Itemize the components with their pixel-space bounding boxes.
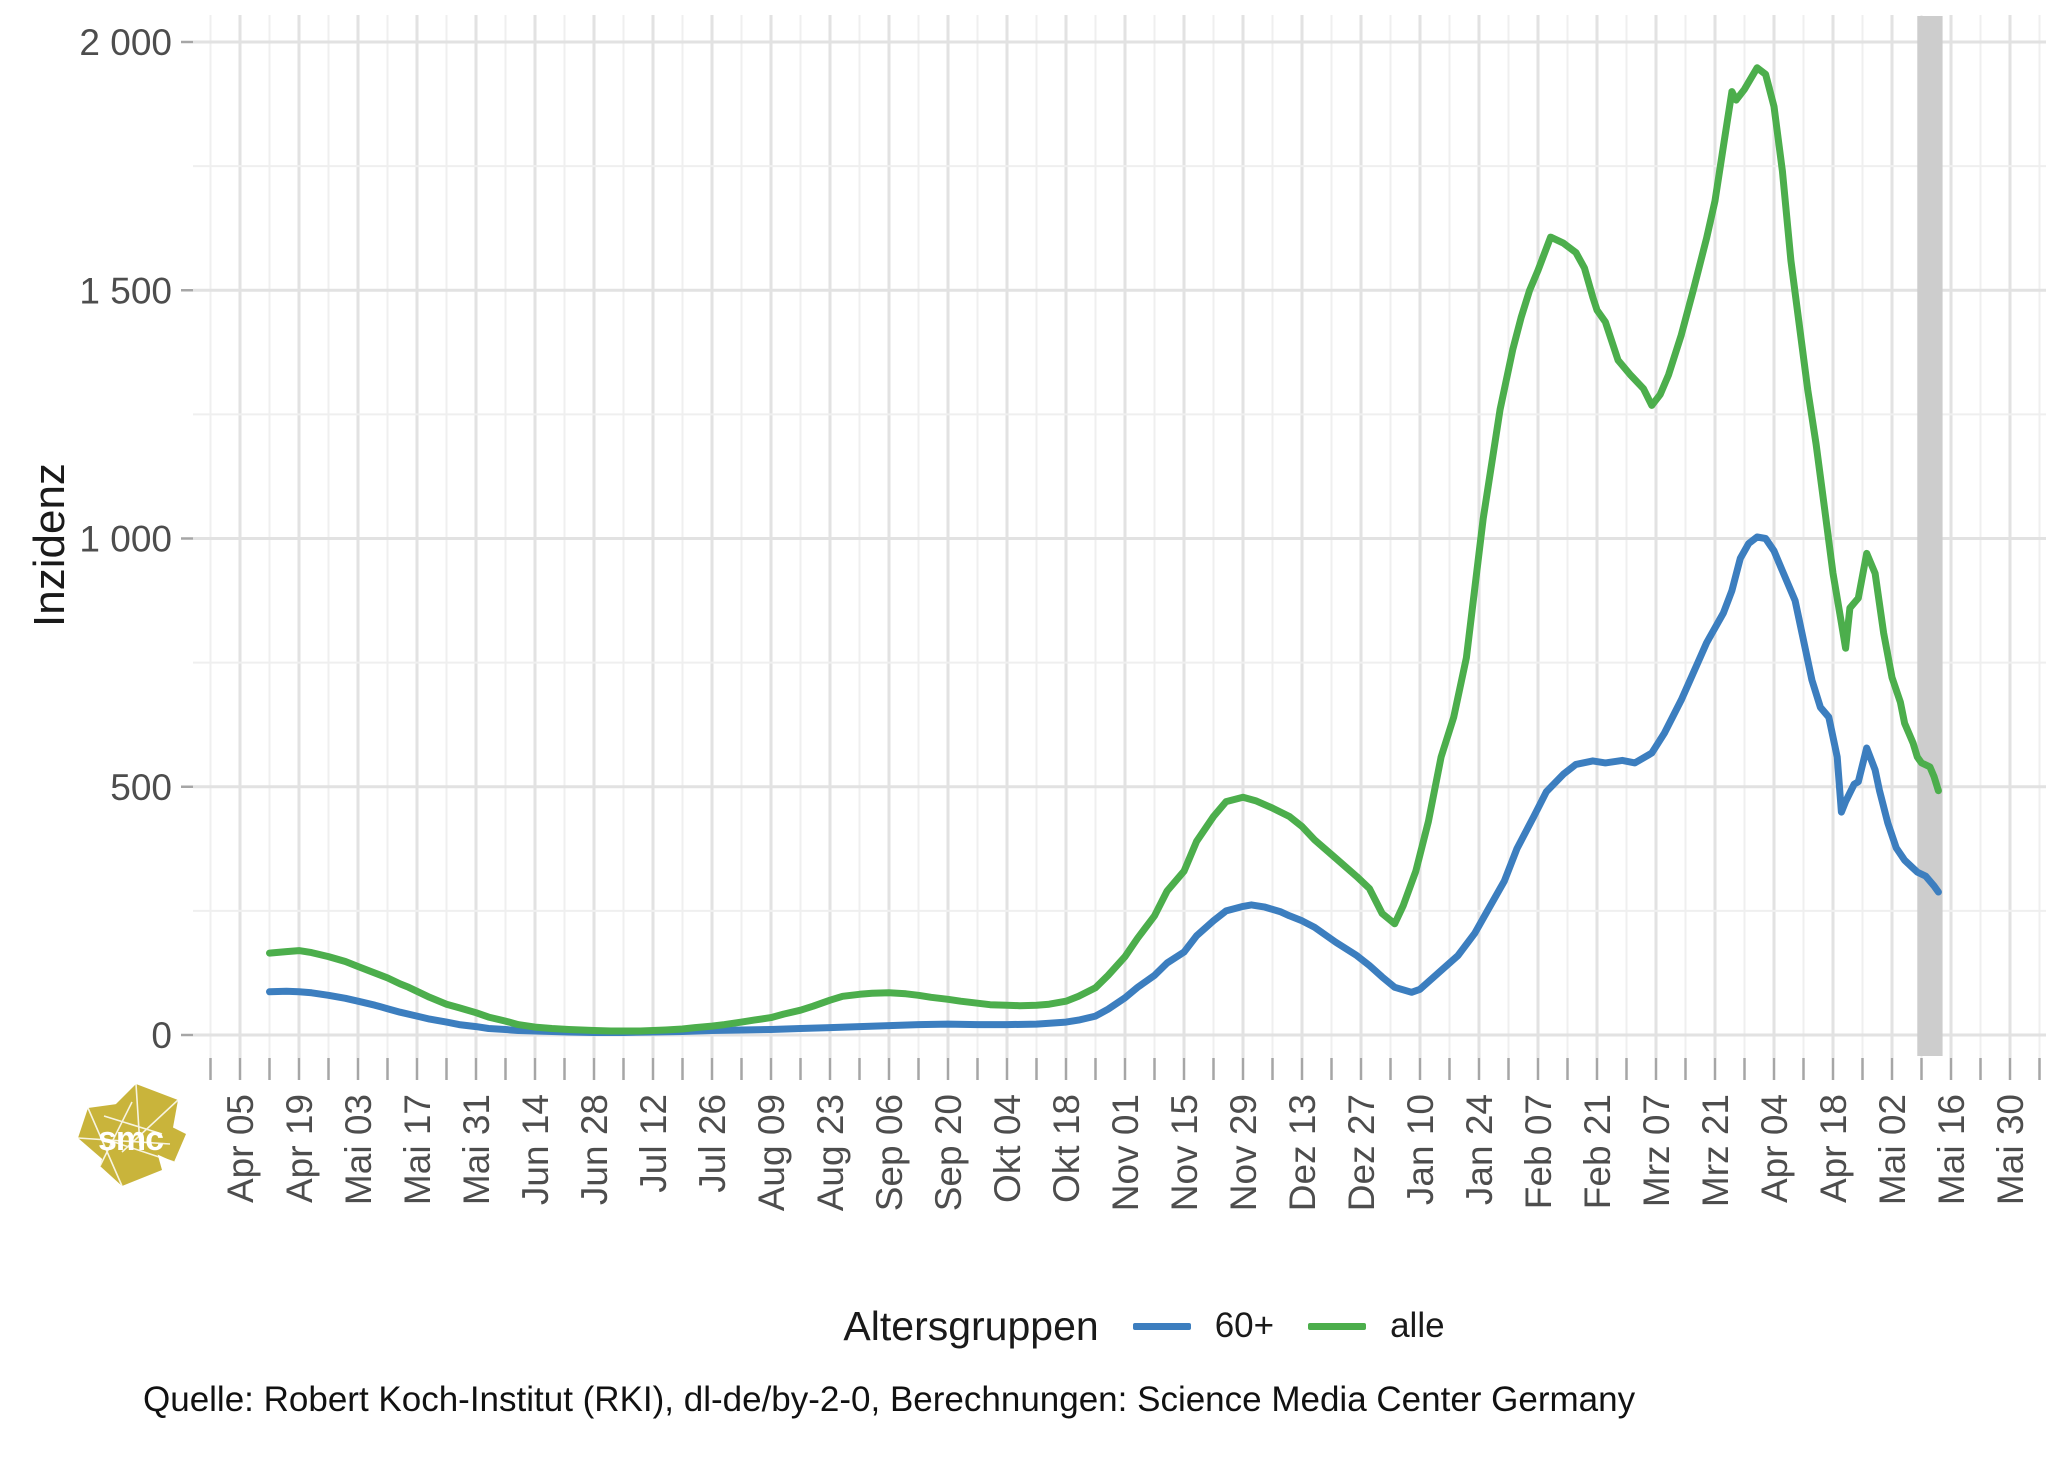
x-tick-label: Jul 12 (633, 1094, 674, 1193)
line-swatch-60plus-icon (1132, 1322, 1191, 1330)
x-tick-label: Jun 14 (515, 1094, 556, 1205)
x-tick-label: Apr 18 (1813, 1094, 1854, 1203)
x-tick-label: Jul 26 (692, 1094, 733, 1193)
legend-item-60plus: 60+ (1132, 1306, 1275, 1346)
x-tick-label: Nov 15 (1164, 1094, 1205, 1211)
x-tick-label: Mai 31 (456, 1094, 497, 1205)
x-tick-label: Nov 29 (1223, 1094, 1264, 1211)
y-axis-title: Inzidenz (25, 463, 74, 627)
x-tick-label: Nov 01 (1105, 1094, 1146, 1211)
x-tick-label: Aug 23 (810, 1094, 851, 1211)
x-tick-label: Dez 27 (1341, 1094, 1382, 1211)
x-tick-label: Sep 20 (928, 1094, 969, 1211)
y-tick-label: 1 500 (79, 270, 172, 311)
x-tick-label: Jun 28 (574, 1094, 615, 1205)
x-tick-label: Mrz 21 (1695, 1094, 1736, 1207)
legend-title: Altersgruppen (843, 1302, 1099, 1349)
x-tick-label: Mai 17 (397, 1094, 438, 1205)
svg-text:smc: smc (98, 1120, 163, 1158)
x-tick-label: Apr 19 (279, 1094, 320, 1203)
x-tick-label: Jan 24 (1459, 1094, 1500, 1205)
x-tick-label: Mai 02 (1872, 1094, 1913, 1205)
y-tick-label: 500 (110, 767, 172, 808)
y-tick-label: 1 000 (79, 519, 172, 560)
x-tick-label: Mrz 07 (1636, 1094, 1677, 1207)
x-tick-label: Mai 30 (1990, 1094, 2031, 1205)
x-tick-label: Apr 04 (1754, 1094, 1795, 1203)
series-line-alle (266, 64, 1942, 1035)
legend-item-alle: alle (1308, 1306, 1445, 1346)
y-tick-label: 2 000 (79, 22, 172, 63)
x-tick-label: Jan 10 (1400, 1094, 1441, 1205)
x-tick-label: Aug 09 (751, 1094, 792, 1211)
x-tick-label: Okt 04 (987, 1094, 1028, 1203)
x-tick-label: Sep 06 (869, 1094, 910, 1211)
x-tick-label: Okt 18 (1046, 1094, 1087, 1203)
x-tick-label: Feb 21 (1577, 1094, 1618, 1209)
x-tick-label: Mai 03 (338, 1094, 379, 1205)
legend-label-alle: alle (1390, 1306, 1445, 1345)
smc-logo-icon: smc (77, 1083, 186, 1187)
source-attribution: Quelle: Robert Koch-Institut (RKI), dl-d… (143, 1380, 1636, 1419)
x-tick-label: Feb 07 (1518, 1094, 1559, 1209)
x-tick-label: Apr 05 (220, 1094, 261, 1203)
x-tick-label: Dez 13 (1282, 1094, 1323, 1211)
legend-label-60plus: 60+ (1214, 1306, 1275, 1345)
y-tick-label: 0 (151, 1015, 172, 1056)
x-tick-label: Mai 16 (1931, 1094, 1972, 1205)
legend: Altersgruppen 60+ alle (0, 1296, 2048, 1356)
recent-data-highlight-band (1917, 16, 1943, 1056)
series-line-60+ (266, 533, 1942, 1036)
line-swatch-alle-icon (1308, 1322, 1367, 1330)
